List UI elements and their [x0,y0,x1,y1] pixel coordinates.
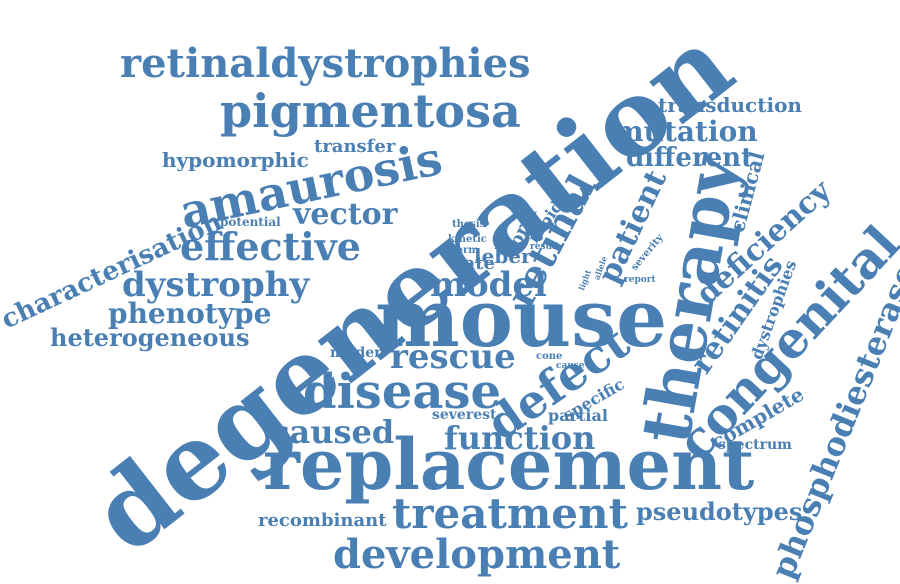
word-effective: effective [180,224,361,269]
word-rate: rate [454,253,495,274]
word-spectrum: spectrum [718,437,792,453]
word-severest: severest [432,407,497,423]
word-model: model [430,265,547,305]
word-different: different [626,143,754,173]
word-mutation: mutation [614,115,758,148]
word-cone: cone [536,351,563,362]
word-development: development [333,531,621,578]
word-dystrophy: dystrophy [122,265,310,305]
word-potential: potential [220,215,281,229]
word-replacement: replacement [263,423,755,506]
word-report: report [624,275,656,285]
word-partial: partial [548,406,608,425]
word-pseudotypes: pseudotypes [636,497,803,526]
word-retinaldystrophies: retinaldystrophies [120,40,531,87]
word-term: term [452,245,479,256]
word-thesis: thesis [452,219,486,230]
word-phenotype: phenotype [108,297,272,330]
word-transfer: transfer [314,136,396,157]
word-pigmentosa: pigmentosa [220,84,521,138]
word-caused: caused [270,413,395,451]
word-rescue: rescue [390,337,516,377]
word-function: function [444,419,596,457]
word-heterogeneous: heterogeneous [50,323,250,352]
word-leber: leber [474,244,532,268]
word-cause: cause [556,361,585,371]
word-treatment: treatment [392,489,628,538]
word-vector: vector [293,197,398,232]
word-disease: disease [303,364,502,420]
word-hypomorphic: hypomorphic [162,148,309,172]
word-recombinant: recombinant [258,510,387,531]
word-transduction: transduction [658,93,802,117]
word-kinetic: kinetic [448,234,487,245]
word-result: result [530,242,560,252]
word-mouse: mouse [375,271,668,365]
word-milder: milder [330,345,382,361]
